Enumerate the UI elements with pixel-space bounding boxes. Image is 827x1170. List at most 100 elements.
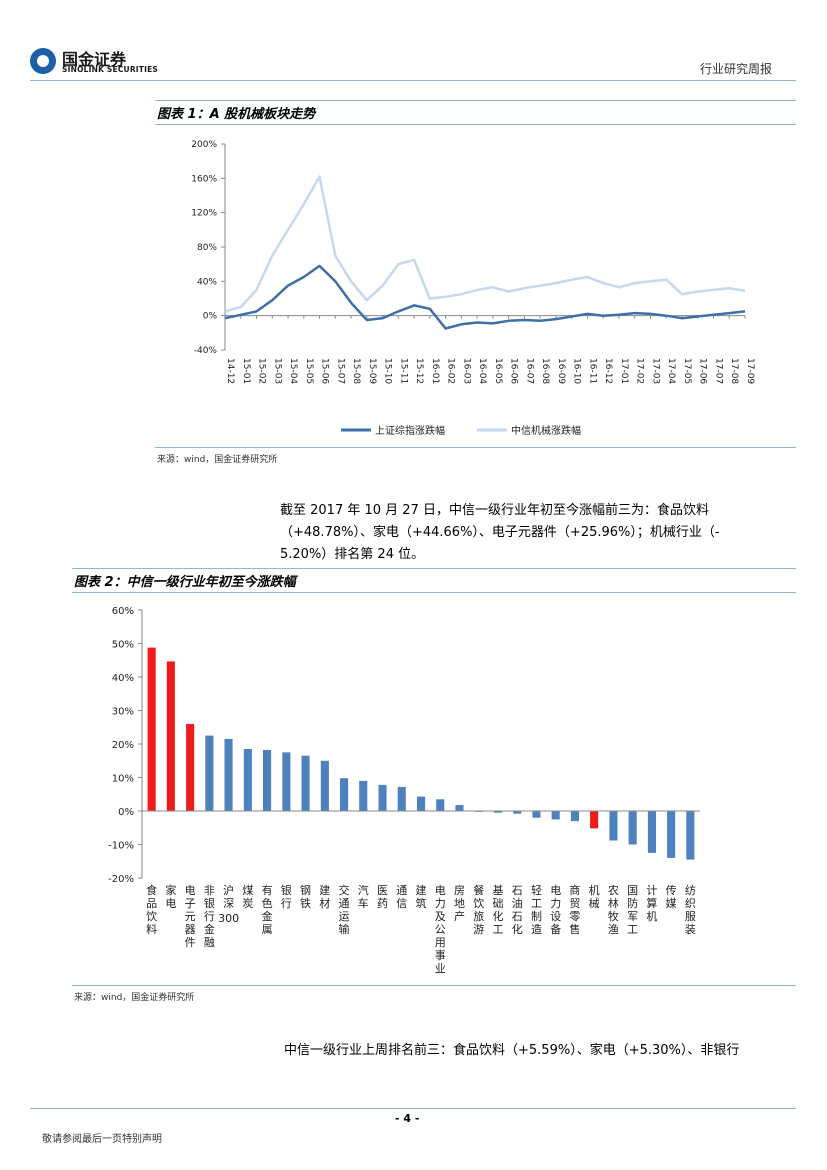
y-tick-label: 30%: [112, 707, 134, 718]
bar: [224, 739, 233, 811]
category-label: 沪深 300: [218, 883, 239, 925]
category-label: 非银行金融: [204, 884, 215, 949]
category-label: 建筑: [416, 883, 427, 910]
x-tick-label: 15-07: [335, 358, 345, 384]
category-label: 机械: [589, 883, 600, 910]
y-tick-label: 200%: [191, 140, 217, 150]
legend-label-1: 上证综指涨跌幅: [375, 424, 445, 437]
bar: [667, 811, 676, 858]
figure1-top-rule: [155, 100, 796, 101]
category-label: 国防军工: [627, 884, 638, 936]
y-tick-label: -20%: [108, 874, 134, 885]
category-label: 家电: [165, 883, 176, 910]
x-tick-label: 15-10: [383, 358, 393, 384]
x-tick-label: 17-03: [650, 358, 660, 384]
bar: [166, 661, 175, 811]
x-tick-label: 15-04: [288, 358, 298, 384]
category-label: 计算机: [646, 884, 657, 923]
y-tick-label: 0%: [203, 312, 218, 322]
paragraph1-line1: 截至 2017 年 10 月 27 日，中信一级行业年初至今涨幅前三为：食品饮料: [280, 503, 709, 518]
y-tick-label: 120%: [191, 209, 217, 219]
x-tick-label: 14-12: [225, 358, 235, 384]
category-label: 农林牧渔: [608, 883, 619, 936]
bar: [417, 796, 426, 811]
x-tick-label: 15-09: [367, 358, 377, 384]
logo-text-en: SINOLINK SECURITIES: [62, 65, 159, 74]
bar: [147, 647, 156, 811]
y-tick-label: 0%: [118, 807, 134, 818]
x-tick-label: 16-08: [540, 358, 550, 384]
category-label: 基础化工: [492, 884, 503, 936]
x-tick-label: 17-06: [698, 358, 708, 384]
x-tick-label: 17-04: [666, 358, 676, 384]
y-tick-label: 40%: [197, 277, 217, 287]
category-label: 医药: [377, 884, 388, 910]
bar: [186, 724, 195, 811]
bar: [282, 752, 291, 811]
y-tick-label: 20%: [112, 740, 134, 751]
category-label: 餐饮旅游: [473, 883, 484, 936]
x-tick-label: 17-09: [745, 358, 755, 384]
category-label: 食品饮料: [146, 883, 157, 936]
bar: [493, 811, 502, 813]
bar: [647, 811, 656, 853]
category-label: 电力设备: [550, 884, 561, 936]
figure2-source: 来源：wind，国金证券研究所: [74, 993, 195, 1003]
x-tick-label: 17-05: [682, 358, 692, 384]
paragraph2-line1: 中信一级行业上周排名前三：食品饮料（+5.59%）、家电（+5.30%）、非银行: [284, 1043, 740, 1058]
x-tick-label: 15-12: [414, 358, 424, 384]
figure2-title-rule: [72, 592, 796, 593]
bar-chart: 60% 50% 40% 30% 20% 10% 0% -10% -20% 食品饮料家电电子元器件非…: [108, 606, 700, 975]
x-tick-label: 16-03: [461, 358, 471, 384]
x-tick-label: 15-08: [351, 358, 361, 384]
bar: [628, 811, 637, 845]
y-tick-label: 10%: [112, 774, 134, 785]
bar: [263, 750, 272, 811]
category-label: 电子元器件: [185, 884, 196, 949]
disclaimer-note: 敬请参阅最后一页特别声明: [42, 1134, 162, 1145]
category-label: 汽车: [358, 883, 369, 910]
x-tick-label: 16-01: [430, 358, 440, 384]
category-label: 建材: [319, 883, 330, 910]
x-tick-label: 15-06: [320, 358, 330, 384]
series-line-2: [224, 175, 746, 313]
x-tick-label: 15-01: [241, 358, 251, 384]
bar: [340, 778, 349, 811]
x-tick-label: 15-11: [398, 358, 408, 384]
bar: [378, 784, 387, 811]
x-tick-label: 17-07: [713, 358, 723, 384]
figure2-title: 图表 2：中信一级行业年初至今涨跌幅: [74, 575, 296, 590]
bar: [686, 811, 695, 860]
bar: [205, 735, 214, 811]
bar: [513, 811, 522, 814]
bar: [570, 811, 579, 822]
paragraph1-line2: （+48.78%）、家电（+44.66%）、电子元器件（+25.96%）；机械行…: [280, 525, 720, 540]
x-tick-label: 16-06: [509, 358, 519, 384]
category-label: 交通运输: [339, 883, 350, 936]
bar: [551, 811, 560, 820]
figure1-title: 图表 1：A 股机械板块走势: [157, 107, 316, 122]
header-divider: [30, 80, 796, 81]
x-tick-label: 16-09: [556, 358, 566, 384]
bar: [590, 811, 599, 829]
logo-mark-inner: [37, 55, 49, 67]
bar: [436, 799, 445, 811]
category-label: 通信: [396, 884, 407, 910]
bar: [532, 811, 541, 818]
x-tick-label: 17-02: [635, 358, 645, 384]
footer-divider: [30, 1108, 796, 1109]
bar: [609, 811, 618, 841]
category-label: 传媒: [666, 884, 677, 910]
bar: [455, 805, 464, 811]
x-tick-label: 17-08: [729, 358, 739, 384]
bar: [397, 786, 406, 811]
figure2-top-rule: [72, 568, 796, 569]
report-type: 行业研究周报: [700, 62, 773, 76]
category-label: 石油石化: [512, 884, 523, 936]
bar: [301, 755, 310, 811]
figure2-bottom-rule: [72, 985, 796, 986]
x-tick-label: 16-02: [446, 358, 456, 384]
y-tick-label: 40%: [112, 673, 134, 684]
category-label: 房地产: [454, 884, 465, 923]
category-label: 银行: [281, 883, 292, 910]
